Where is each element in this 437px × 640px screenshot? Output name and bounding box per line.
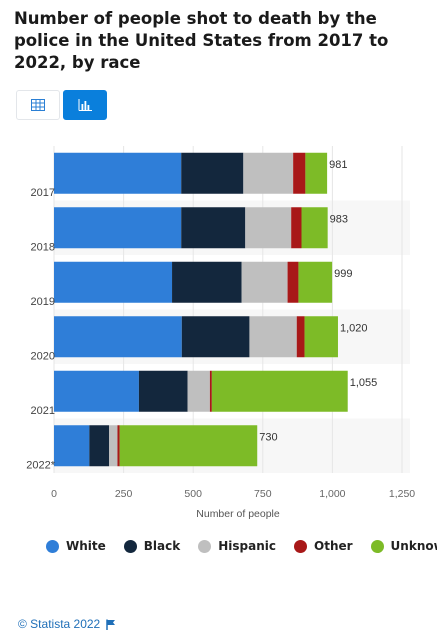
bar-unknown-2019[interactable] (298, 261, 333, 303)
bar-other-2022[interactable] (117, 425, 120, 467)
footer: © Statista 2022 (18, 617, 116, 631)
table-view-button[interactable] (16, 90, 60, 120)
total-label: 730 (259, 431, 277, 443)
bar-hispanic-2022[interactable] (109, 425, 118, 467)
legend-swatch (370, 539, 384, 553)
category-label: 2020 (31, 350, 55, 362)
bar-unknown-2021[interactable] (211, 370, 348, 412)
bar-hispanic-2020[interactable] (249, 316, 297, 358)
bar-other-2020[interactable] (296, 316, 305, 358)
legend-item-black[interactable]: Black (123, 539, 181, 553)
bar-white-2018[interactable] (54, 207, 182, 249)
total-label: 1,055 (350, 377, 378, 389)
legend: White Black Hispanic Other Unknown (46, 539, 437, 553)
total-label: 999 (334, 268, 352, 280)
bar-unknown-2018[interactable] (301, 207, 328, 249)
stacked-bar-chart: 981 2017 983 2018 999 2019 1,020 2020 1,055 2021 7… (26, 146, 415, 520)
copyright-text[interactable]: © Statista 2022 (18, 617, 101, 631)
total-label: 1,020 (340, 322, 368, 334)
legend-item-other[interactable]: Other (294, 539, 353, 553)
legend-label: Black (143, 539, 181, 553)
x-axis-title: Number of people (196, 508, 280, 520)
legend-label: White (66, 539, 106, 553)
legend-label: Hispanic (218, 539, 276, 553)
bar-chart-icon (78, 99, 92, 111)
bar-black-2022[interactable] (89, 425, 110, 467)
legend-label: Other (314, 539, 353, 553)
x-tick-label: 750 (254, 488, 272, 500)
legend-label: Unknown (390, 539, 437, 553)
bar-black-2018[interactable] (181, 207, 246, 249)
legend-swatch (198, 539, 212, 553)
x-tick-label: 500 (184, 488, 202, 500)
legend-swatch (294, 539, 307, 553)
total-label: 981 (329, 159, 347, 171)
x-tick-label: 1,000 (319, 488, 345, 500)
bar-black-2020[interactable] (181, 316, 250, 358)
legend-item-white[interactable]: White (46, 539, 106, 553)
bar-other-2017[interactable] (293, 152, 306, 194)
bar-black-2021[interactable] (138, 370, 188, 412)
x-tick-label: 250 (115, 488, 133, 500)
legend-swatch (46, 539, 59, 553)
total-label: 983 (330, 213, 348, 225)
category-label: 2017 (31, 187, 55, 199)
bar-other-2019[interactable] (287, 261, 299, 303)
bar-white-2020[interactable] (54, 316, 182, 358)
bar-other-2021[interactable] (209, 370, 212, 412)
bar-hispanic-2018[interactable] (245, 207, 292, 249)
category-label: 2021 (31, 405, 55, 417)
bar-unknown-2017[interactable] (305, 152, 328, 194)
bar-black-2017[interactable] (181, 152, 244, 194)
table-icon (31, 99, 45, 111)
x-tick-label: 0 (51, 488, 57, 500)
bar-white-2021[interactable] (54, 370, 139, 412)
bar-other-2018[interactable] (291, 207, 302, 249)
chart-title: Number of people shot to death by the po… (14, 9, 389, 72)
bar-white-2022[interactable] (54, 425, 90, 467)
bar-black-2019[interactable] (172, 261, 242, 303)
legend-item-unknown[interactable]: Unknown (370, 539, 437, 553)
flag-icon[interactable] (106, 619, 116, 630)
bar-hispanic-2017[interactable] (243, 152, 294, 194)
legend-swatch (123, 539, 137, 553)
bar-unknown-2020[interactable] (304, 316, 338, 358)
bar-hispanic-2019[interactable] (241, 261, 288, 303)
x-tick-label: 1,250 (389, 488, 415, 500)
bar-white-2019[interactable] (54, 261, 173, 303)
legend-item-hispanic[interactable]: Hispanic (198, 539, 276, 553)
category-label: 2022* (26, 459, 55, 471)
bar-hispanic-2021[interactable] (187, 370, 210, 412)
category-label: 2018 (31, 241, 55, 253)
chart-area: 981 2017 983 2018 999 2019 1,020 2020 1,055 2021 7… (0, 130, 437, 520)
bar-unknown-2022[interactable] (119, 425, 258, 467)
chart-view-button[interactable] (63, 90, 107, 120)
bar-white-2017[interactable] (54, 152, 182, 194)
category-label: 2019 (31, 296, 55, 308)
